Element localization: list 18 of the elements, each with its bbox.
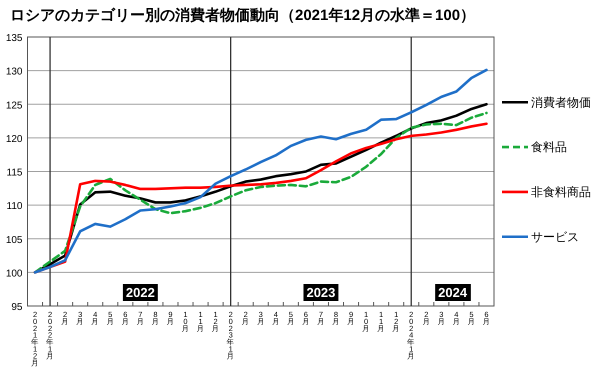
annotation: 2024 [438, 285, 468, 300]
y-tick-label: 105 [6, 234, 23, 246]
y-tick-label: 110 [6, 201, 23, 212]
annotation: 2023 [306, 285, 336, 300]
y-tick-label: 100 [6, 268, 23, 280]
chart-title: ロシアのカテゴリー別の消費者物価動向（2021年12月の水準＝100） [10, 7, 476, 24]
y-tick-label: 130 [6, 66, 23, 78]
legend-label: 食料品 [531, 140, 567, 154]
legend-label: 非食料商品 [531, 184, 591, 199]
legend-label: 消費者物価 [531, 95, 591, 110]
y-tick-label: 115 [6, 168, 23, 178]
legend-label: サービス [531, 230, 579, 244]
y-tick-label: 125 [6, 100, 23, 112]
y-tick-label: 120 [6, 134, 23, 145]
y-tick-label: 95 [11, 302, 23, 313]
y-tick-label: 135 [6, 33, 23, 44]
annotation: 2022 [126, 285, 155, 300]
line-series [34, 68, 488, 274]
